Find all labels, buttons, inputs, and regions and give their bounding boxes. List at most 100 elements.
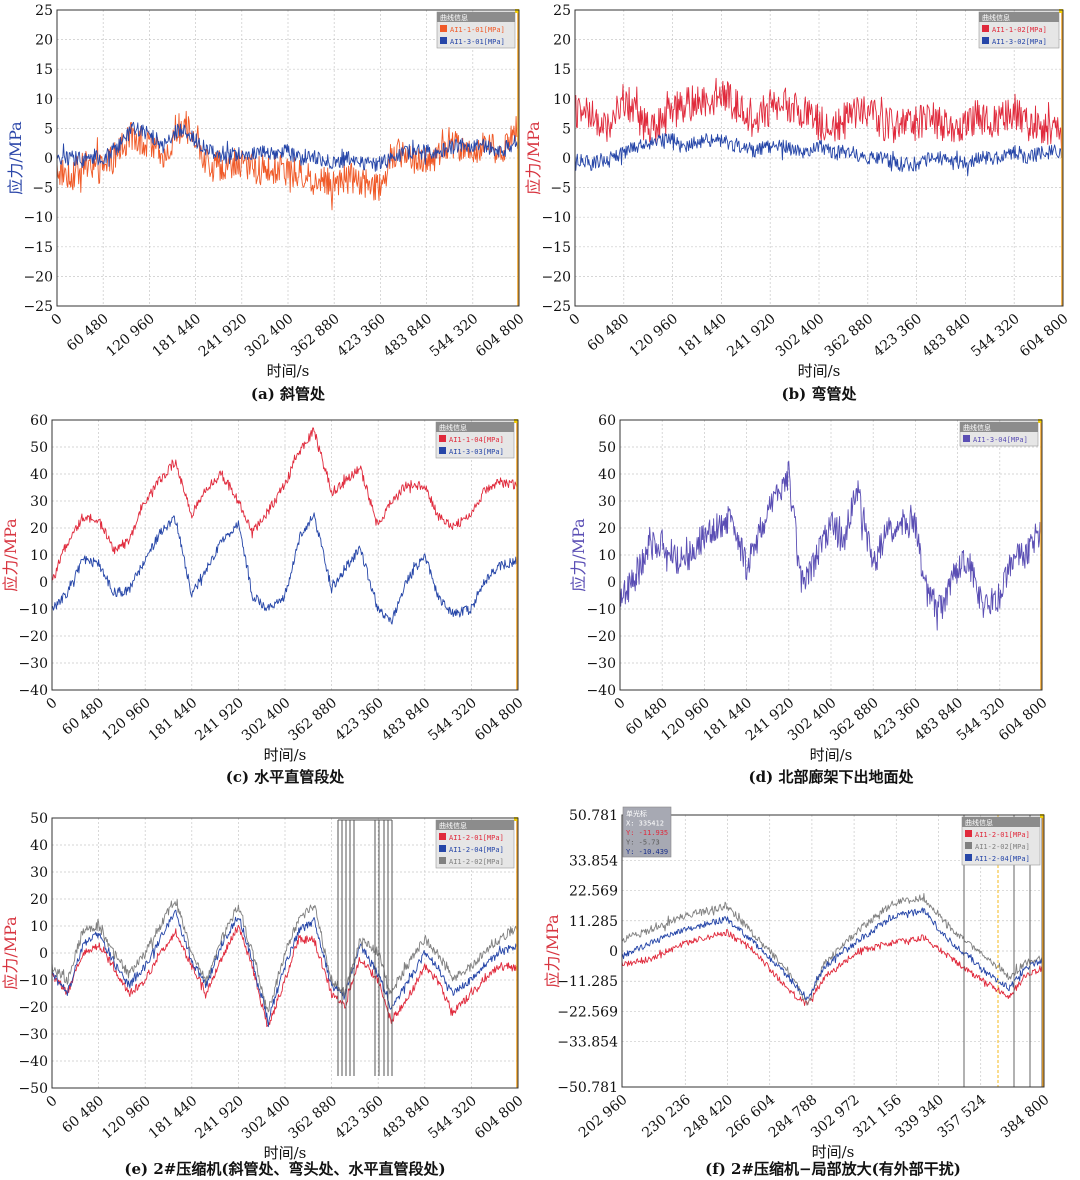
x-tick-label: 0 [43, 695, 60, 713]
y-tick-label: 50.781 [569, 808, 618, 824]
legend-swatch [965, 830, 972, 837]
legend-swatch [439, 435, 446, 442]
y-tick-label: 20 [30, 521, 48, 537]
legend-entry[interactable]: AI1-2-01[MPa] [449, 834, 504, 842]
legend-entry[interactable]: AI1-2-01[MPa] [975, 831, 1030, 839]
x-tick-label: 0 [566, 311, 583, 329]
legend-entry[interactable]: AI1-1-01[MPa] [450, 26, 505, 34]
y-tick-label: 0 [609, 944, 618, 960]
cursor-info-box [622, 806, 672, 858]
y-tick-label: −15 [23, 240, 53, 256]
y-tick-label: −40 [18, 683, 48, 699]
y-tick-label: 10 [553, 92, 571, 108]
legend-entry[interactable]: AI1-2-02[MPa] [975, 843, 1030, 851]
plot-frame-c [51, 419, 519, 691]
legend-header [979, 12, 1059, 22]
y-tick-label: 40 [30, 838, 48, 854]
y-tick-label: 0 [562, 151, 571, 167]
legend-title: 曲线信息 [965, 818, 993, 827]
x-tick-label: 181 440 [146, 695, 201, 744]
x-tick-label: 241 920 [192, 1093, 247, 1142]
y-tick-label: 5 [44, 121, 53, 137]
y-tick-label: 33.854 [569, 853, 618, 869]
caption-f: (f) 2#压缩机−局部放大(有外部干扰) [705, 1160, 961, 1178]
x-tick-label: 302 400 [239, 695, 294, 744]
y-tick-label: −5 [32, 181, 53, 197]
y-axis-label: 应力/MPa [1, 518, 20, 592]
legend-entry[interactable]: AI1-2-02[MPa] [449, 858, 504, 866]
x-tick-label: 604 800 [472, 695, 527, 744]
y-tick-label: 30 [30, 494, 48, 510]
caption-a: (a) 斜管处 [250, 385, 326, 403]
y-tick-label: 15 [553, 62, 571, 78]
legend-title: 曲线信息 [982, 13, 1010, 22]
y-tick-label: −20 [18, 629, 48, 645]
legend-entry[interactable]: AI1-1-02[MPa] [992, 26, 1047, 34]
legend-entry[interactable]: AI1-3-01[MPa] [450, 38, 505, 46]
y-tick-label: 60 [598, 413, 616, 429]
series-line-ai1-1-02mpa [574, 77, 1064, 150]
cursor-info-y-gray: Y: -5.73 [626, 839, 660, 847]
series-line-ai1-3-01mpa [56, 121, 520, 172]
y-tick-label: −40 [586, 683, 616, 699]
y-tick-label: 0 [39, 946, 48, 962]
cursor-info-y-red: Y: -11.935 [626, 829, 668, 837]
legend-header [437, 12, 515, 22]
x-axis-label: 时间/s [264, 746, 307, 764]
y-tick-label: 30 [598, 494, 616, 510]
legend-entry[interactable]: AI1-1-04[MPa] [449, 436, 504, 444]
y-tick-label: −22.569 [557, 1004, 618, 1020]
series-line-ai1-2-04mpa [51, 909, 519, 1028]
legend-swatch [982, 25, 989, 32]
legend-swatch [982, 37, 989, 44]
y-tick-label: −10 [18, 973, 48, 989]
y-tick-label: −15 [541, 240, 571, 256]
legend-entry[interactable]: AI1-3-03[MPa] [449, 448, 504, 456]
plot-frame-b [574, 9, 1064, 307]
x-tick-label: 302 400 [242, 311, 297, 360]
x-tick-label: 604 800 [1017, 311, 1072, 360]
x-tick-label: 423 360 [332, 1093, 387, 1142]
x-axis-label: 时间/s [812, 1143, 855, 1161]
x-tick-label: 181 440 [146, 1093, 201, 1142]
legend-entry[interactable]: AI1-2-04[MPa] [975, 855, 1030, 863]
plot-frame-d [619, 419, 1043, 691]
legend-header [962, 817, 1040, 827]
x-tick-label: 483 840 [379, 1093, 434, 1142]
series-line-ai1-3-02mpa [574, 132, 1064, 177]
y-tick-label: −5 [550, 181, 571, 197]
series-line-ai1-3-04mpa [619, 460, 1043, 631]
legend-swatch [965, 842, 972, 849]
x-tick-label: 544 320 [425, 695, 480, 744]
x-tick-label: 362 880 [288, 311, 343, 360]
corner-marker [1059, 9, 1063, 13]
legend-entry[interactable]: AI1-3-04[MPa] [973, 436, 1028, 444]
x-tick-label: 241 920 [192, 695, 247, 744]
y-tick-label: −33.854 [557, 1035, 618, 1051]
series-line-ai1-1-04mpa [51, 427, 519, 581]
legend-swatch [963, 435, 970, 442]
corner-marker [1040, 814, 1044, 818]
corner-marker [1038, 419, 1042, 423]
x-tick-label: 302 400 [239, 1093, 294, 1142]
cursor-info-y-blue: Y: -10.439 [626, 848, 668, 856]
y-axis-label: 应力/MPa [1, 916, 20, 990]
series-line-ai1-1-01mpa [56, 110, 520, 211]
caption-b: (b) 弯管处 [781, 385, 857, 403]
caption-d: (d) 北部廊架下出地面处 [748, 768, 914, 786]
y-tick-label: 15 [35, 62, 53, 78]
x-tick-label: 362 880 [286, 1093, 341, 1142]
y-tick-label: 10 [598, 548, 616, 564]
legend-title: 曲线信息 [963, 423, 991, 432]
y-tick-label: 0 [607, 575, 616, 591]
legend-header [960, 422, 1038, 432]
legend-swatch [439, 857, 446, 864]
y-axis-label: 应力/MPa [569, 518, 588, 592]
legend-entry[interactable]: AI1-3-02[MPa] [992, 38, 1047, 46]
x-tick-label: 384 800 [998, 1092, 1053, 1141]
legend-entry[interactable]: AI1-2-04[MPa] [449, 846, 504, 854]
y-tick-label: 20 [35, 33, 53, 49]
y-tick-label: 20 [553, 33, 571, 49]
